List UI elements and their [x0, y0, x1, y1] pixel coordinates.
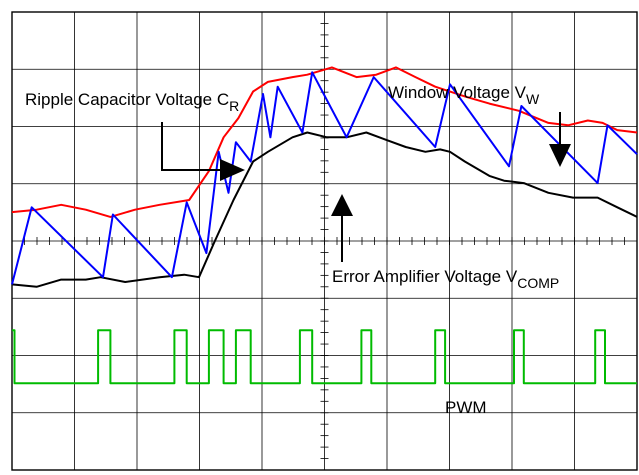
ripple-capacitor-label: Ripple Capacitor Voltage CR	[25, 90, 239, 114]
trace-window	[11, 66, 638, 218]
ripple-pointer-line	[161, 122, 222, 171]
window-pointer-arrowhead	[549, 144, 571, 167]
traces	[11, 66, 638, 385]
ripple-pointer-arrowhead	[220, 159, 245, 181]
pwm-label: PWM	[445, 398, 487, 417]
annotation-arrows	[161, 112, 571, 262]
window-voltage-label: Window Voltage VW	[388, 83, 540, 107]
comp-pointer-arrowhead	[331, 194, 353, 216]
graticule	[11, 11, 638, 471]
trace-pwm	[12, 329, 637, 385]
trace-comp	[11, 131, 638, 288]
error-amplifier-label: Error Amplifier Voltage VCOMP	[332, 267, 559, 291]
trace-ripple	[11, 71, 638, 285]
